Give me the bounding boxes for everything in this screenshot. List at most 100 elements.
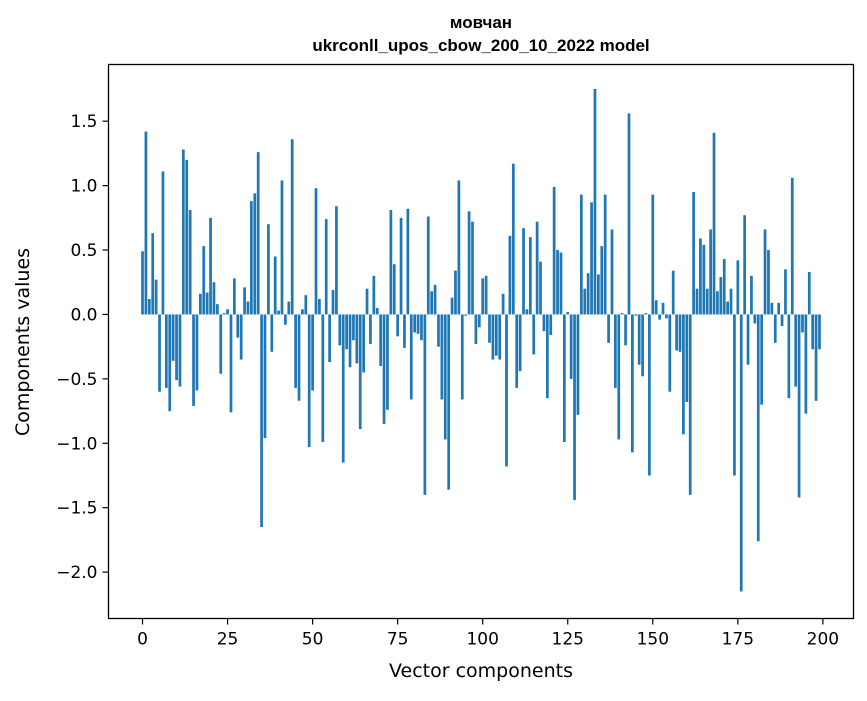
bar-195 bbox=[804, 314, 808, 414]
bar-67 bbox=[369, 314, 372, 345]
bar-37 bbox=[267, 224, 270, 315]
bar-185 bbox=[770, 302, 774, 315]
bar-119 bbox=[545, 314, 549, 399]
bar-104 bbox=[494, 314, 498, 356]
bar-108 bbox=[508, 235, 512, 315]
bar-83 bbox=[423, 314, 427, 495]
bar-85 bbox=[430, 291, 434, 315]
plot-frame bbox=[107, 63, 855, 620]
bar-134 bbox=[597, 274, 600, 315]
bar-166 bbox=[705, 288, 709, 315]
bar-173 bbox=[729, 288, 733, 315]
bar-33 bbox=[253, 193, 257, 315]
bar-22 bbox=[216, 304, 219, 315]
bar-190 bbox=[787, 314, 791, 399]
bar-152 bbox=[658, 314, 661, 320]
bar-159 bbox=[682, 314, 685, 435]
bar-18 bbox=[202, 246, 206, 315]
bar-95 bbox=[464, 314, 468, 316]
bar-82 bbox=[420, 314, 423, 341]
bar-34 bbox=[256, 152, 260, 315]
bar-151 bbox=[654, 300, 658, 315]
bar-121 bbox=[552, 186, 556, 315]
x-tick-label: 175 bbox=[722, 630, 754, 650]
bar-183 bbox=[763, 229, 767, 315]
bar-157 bbox=[675, 314, 678, 351]
bar-133 bbox=[593, 88, 597, 315]
bar-158 bbox=[678, 314, 682, 352]
bar-49 bbox=[307, 314, 311, 448]
bar-63 bbox=[355, 314, 359, 364]
bar-62 bbox=[352, 314, 355, 341]
bar-100 bbox=[481, 278, 485, 315]
bar-179 bbox=[750, 275, 753, 315]
y-tick-label: 1.5 bbox=[70, 112, 97, 132]
x-tick-label: 150 bbox=[637, 630, 669, 650]
bar-46 bbox=[297, 314, 301, 401]
bar-76 bbox=[399, 217, 403, 315]
bar-140 bbox=[617, 314, 621, 440]
bar-60 bbox=[345, 314, 348, 350]
bar-47 bbox=[301, 309, 304, 315]
bar-126 bbox=[569, 314, 573, 379]
bar-191 bbox=[790, 177, 794, 315]
bar-150 bbox=[651, 194, 655, 315]
bar-199 bbox=[818, 314, 821, 350]
bar-24 bbox=[222, 313, 226, 315]
bar-78 bbox=[406, 208, 410, 315]
bar-168 bbox=[712, 132, 716, 315]
bar-64 bbox=[358, 314, 362, 430]
bar-145 bbox=[634, 314, 638, 316]
bar-86 bbox=[433, 284, 437, 315]
bar-36 bbox=[263, 314, 267, 439]
chart-title-line-1: мовчан bbox=[450, 13, 512, 32]
y-axis-label: Components values bbox=[12, 248, 34, 436]
bar-9 bbox=[171, 314, 175, 361]
bar-124 bbox=[562, 314, 566, 442]
bar-111 bbox=[518, 314, 522, 372]
bar-146 bbox=[637, 314, 641, 365]
bar-44 bbox=[290, 139, 294, 315]
bar-188 bbox=[780, 314, 784, 327]
bar-54 bbox=[324, 219, 328, 315]
bar-89 bbox=[443, 314, 447, 440]
bar-40 bbox=[277, 310, 280, 315]
bar-16 bbox=[195, 314, 199, 391]
bar-23 bbox=[219, 314, 223, 374]
bar-101 bbox=[484, 275, 488, 315]
bar-106 bbox=[501, 293, 505, 315]
bar-26 bbox=[229, 314, 233, 413]
bar-127 bbox=[573, 314, 576, 500]
bar-107 bbox=[505, 314, 508, 467]
bar-186 bbox=[773, 314, 777, 343]
bar-103 bbox=[491, 314, 495, 360]
bar-79 bbox=[409, 314, 413, 400]
bar-143 bbox=[627, 113, 631, 315]
x-tick-label: 50 bbox=[302, 630, 324, 650]
bar-4 bbox=[154, 279, 158, 315]
bar-93 bbox=[457, 180, 461, 315]
bar-21 bbox=[212, 282, 216, 315]
bar-12 bbox=[181, 149, 185, 315]
bar-123 bbox=[559, 252, 563, 315]
bar-20 bbox=[209, 217, 212, 315]
bar-139 bbox=[614, 314, 617, 388]
bar-53 bbox=[321, 314, 325, 442]
bar-144 bbox=[631, 314, 634, 453]
bar-193 bbox=[797, 314, 801, 498]
bar-189 bbox=[784, 269, 787, 315]
bar-171 bbox=[722, 259, 726, 315]
bar-192 bbox=[794, 314, 798, 387]
bar-92 bbox=[454, 270, 457, 315]
bar-71 bbox=[382, 314, 386, 424]
y-tick-label: 0.5 bbox=[70, 241, 97, 261]
bar-0 bbox=[141, 251, 144, 315]
bar-32 bbox=[250, 201, 253, 315]
bar-149 bbox=[648, 314, 651, 476]
bar-110 bbox=[515, 314, 519, 388]
y-tick-label: −2.0 bbox=[56, 563, 97, 583]
bar-156 bbox=[671, 270, 675, 315]
bar-56 bbox=[331, 289, 335, 315]
bar-113 bbox=[525, 309, 529, 315]
bar-29 bbox=[239, 314, 243, 360]
